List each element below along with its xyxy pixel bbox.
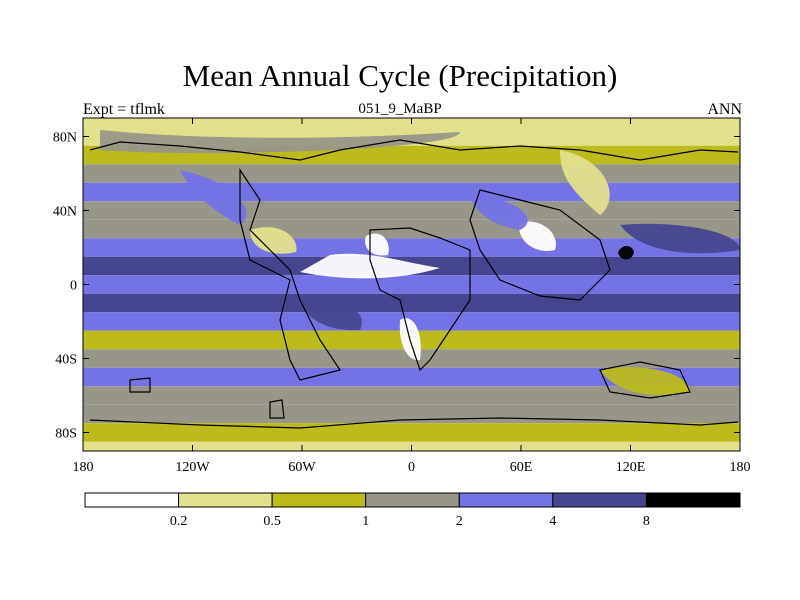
- precip-band: [83, 386, 740, 405]
- coastline: [239, 168, 341, 381]
- precip-band: [83, 275, 740, 294]
- colorbar-label: 0.2: [170, 514, 188, 529]
- coastline: [89, 417, 739, 429]
- coastline: [89, 139, 739, 161]
- precip-band: [83, 164, 740, 183]
- precip-band: [83, 238, 740, 257]
- coastline-outline: [89, 139, 739, 429]
- x-tick-label: 60W: [288, 460, 316, 475]
- x-tick-label: 60E: [510, 460, 533, 475]
- precip-region: [519, 221, 556, 251]
- colorbar-swatch: [552, 492, 647, 508]
- precip-band: [83, 182, 740, 202]
- x-tick-label: 180: [73, 460, 94, 475]
- precip-region: [250, 227, 297, 254]
- season-label: ANN: [707, 101, 742, 118]
- coastline: [469, 189, 611, 301]
- precip-region: [600, 367, 690, 396]
- x-tick-label: 180: [730, 460, 751, 475]
- precip-region: [180, 170, 247, 225]
- colorbar-label: 2: [456, 514, 463, 529]
- colorbar-label: 4: [549, 514, 556, 529]
- experiment-label: Expt = tflmk: [83, 101, 165, 118]
- x-axis: 180 120W 60W 0 60E 120E 180: [73, 118, 751, 475]
- colorbar-swatch: [365, 492, 460, 508]
- chart-subtitle: 051_9_MaBP: [358, 101, 442, 117]
- coastline: [269, 399, 285, 419]
- precipitation-bands: [83, 118, 740, 451]
- precip-band: [83, 293, 740, 313]
- precip-region: [365, 233, 389, 256]
- precip-region: [300, 299, 362, 331]
- y-tick-label: 40S: [55, 353, 77, 368]
- y-tick-label: 0: [70, 279, 77, 294]
- precip-region: [620, 223, 740, 254]
- precip-region: [470, 195, 528, 230]
- precip-region: [560, 150, 610, 215]
- precip-band: [83, 404, 740, 424]
- coastline: [599, 361, 691, 399]
- precip-region: [618, 246, 634, 260]
- precip-band: [83, 349, 740, 368]
- precip-band: [83, 367, 740, 387]
- precip-band: [83, 201, 740, 220]
- x-tick-label: 0: [408, 460, 415, 475]
- precip-band: [83, 423, 740, 442]
- colorbar-swatch: [84, 492, 180, 508]
- coastline: [369, 227, 471, 372]
- y-tick-label: 80N: [53, 131, 77, 146]
- colorbar-swatch: [645, 492, 741, 508]
- x-tick-label: 120W: [175, 460, 210, 475]
- y-tick-label: 80S: [55, 427, 77, 442]
- y-axis: 80N 40N 0 40S 80S: [53, 131, 740, 442]
- x-tick-label: 120E: [616, 460, 646, 475]
- colorbar-swatch: [271, 492, 367, 508]
- coastline: [129, 377, 151, 393]
- colorbar: 0.2 0.5 1 2 4 8: [84, 492, 741, 529]
- colorbar-label: 8: [643, 514, 650, 529]
- colorbar-swatch: [178, 492, 273, 508]
- precip-region: [300, 253, 440, 279]
- colorbar-label: 0.5: [263, 514, 281, 529]
- colorbar-swatch: [458, 492, 554, 508]
- y-tick-label: 40N: [53, 205, 77, 220]
- chart-title: Mean Annual Cycle (Precipitation): [182, 58, 618, 93]
- colorbar-label: 1: [362, 514, 369, 529]
